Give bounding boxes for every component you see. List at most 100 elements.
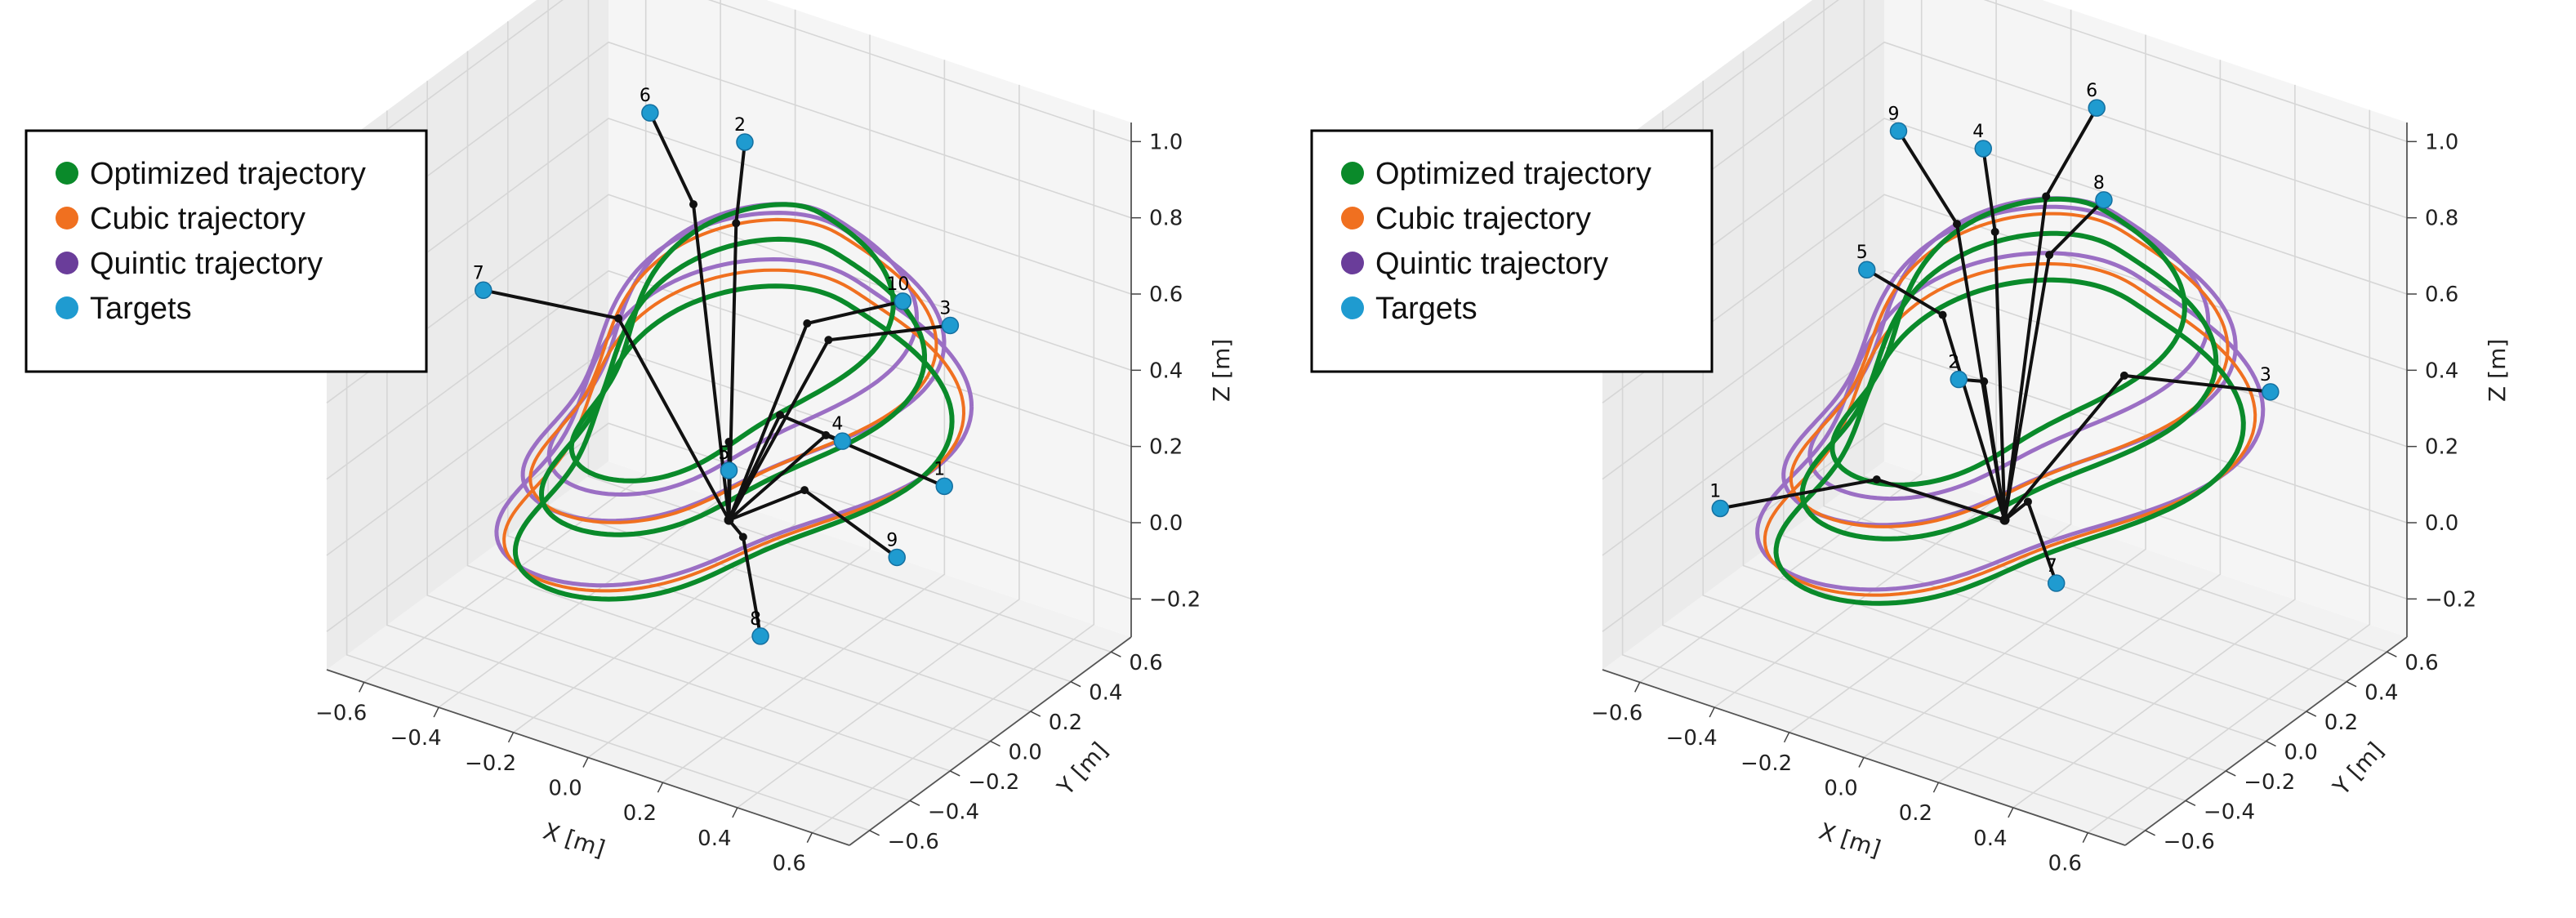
target-point (2095, 191, 2113, 209)
target-point (833, 432, 852, 450)
target-label: 2 (734, 115, 746, 136)
arm-joint (803, 319, 812, 328)
arm-joint (1990, 227, 1999, 236)
x-tick-mark (1932, 782, 1940, 793)
target-label: 5 (1856, 243, 1868, 263)
gridline-z (326, 0, 1132, 175)
x-tick-mark (2008, 807, 2014, 818)
x-tick-label: −0.4 (1666, 726, 1718, 751)
y-tick-label: 0.6 (2404, 651, 2438, 675)
z-tick-label: 0.6 (1149, 283, 1183, 307)
target-point (935, 477, 953, 496)
legend-marker-optimized (1341, 162, 1364, 185)
target-label: 10 (886, 274, 909, 295)
x-axis-label: X [m] (1816, 818, 1884, 862)
y-tick-label: −0.6 (888, 830, 939, 854)
arm-joint (724, 438, 733, 446)
x-tick-label: −0.6 (1591, 701, 1642, 725)
x-tick-label: 0.2 (1899, 801, 1932, 826)
y-tick-mark (909, 800, 920, 807)
arm-joint (1938, 310, 1947, 319)
legend-label-targets: Targets (1375, 292, 1477, 326)
gridline-z (1602, 0, 2408, 175)
target-point (941, 316, 960, 335)
target-point (1889, 122, 1908, 140)
target-label: 2 (1948, 353, 1959, 373)
x-tick-mark (582, 757, 589, 768)
z-tick-label: 0.0 (2425, 511, 2458, 536)
z-tick-label: 0.8 (2425, 207, 2458, 231)
x-tick-mark (433, 706, 439, 718)
target-label: 9 (886, 530, 898, 550)
gridline-z (1602, 422, 2408, 632)
y-tick-label: 0.4 (2364, 681, 2398, 706)
x-tick-label: 0.6 (2048, 852, 2082, 876)
target-label: 9 (1888, 104, 1900, 124)
z-tick-label: 1.0 (2425, 130, 2458, 154)
y-tick-label: −0.4 (2204, 800, 2255, 824)
y-tick-mark (869, 830, 880, 836)
gridline-z (326, 422, 1132, 632)
arm-joint (2023, 497, 2032, 506)
target-point (2262, 383, 2280, 401)
arm-joint (2119, 371, 2128, 380)
z-axis-label: Z [m] (2484, 339, 2511, 402)
y-tick-mark (1111, 651, 1121, 657)
target-label: 3 (939, 298, 951, 319)
legend-label-cubic: Cubic trajectory (90, 202, 305, 236)
y-tick-mark (2145, 830, 2155, 836)
y-tick-mark (949, 770, 960, 777)
target-label: 7 (473, 263, 484, 283)
cubic-trajectory (502, 268, 965, 593)
x-tick-label: 0.2 (623, 801, 657, 826)
arm-joint (614, 314, 623, 323)
arm-joint (2045, 251, 2054, 260)
z-tick-label: 0.6 (2425, 283, 2458, 307)
arm-joint (738, 533, 747, 541)
z-axis-label: Z [m] (1208, 339, 1235, 402)
target-point (751, 627, 769, 645)
x-tick-mark (657, 782, 664, 793)
subplot-left: −0.6 −0.4 −0.2 0.0 0.2 0.4 0.6 −0.6 −0.4 −0.2 0.0 0… (25, 0, 1235, 876)
legend-marker-quintic (1341, 252, 1364, 274)
target-point (1711, 499, 1730, 518)
y-tick-mark (2387, 651, 2397, 657)
x-axis-label: X [m] (540, 818, 608, 862)
legend-label-quintic: Quintic trajectory (1375, 247, 1608, 281)
z-tick-label: 0.4 (2425, 359, 2458, 383)
target-label: 3 (2260, 365, 2271, 385)
x-tick-label: 0.0 (1824, 777, 1857, 801)
z-tick-label: −0.2 (1149, 587, 1201, 612)
y-tick-label: 0.6 (1129, 651, 1162, 675)
y-tick-label: 0.2 (2324, 711, 2358, 735)
y-tick-label: −0.2 (968, 770, 1019, 795)
arm-joint (800, 486, 809, 495)
quintic-trajectory (546, 202, 919, 497)
z-tick-label: 0.0 (1149, 511, 1183, 536)
legend: Optimized trajectory Cubic trajectory Quin… (25, 129, 428, 373)
target-label: 4 (1972, 122, 1984, 142)
x-tick-label: −0.6 (315, 701, 367, 725)
z-tick-label: 0.4 (1149, 359, 1183, 383)
y-tick-label: 0.4 (1089, 681, 1122, 706)
target-point (641, 104, 659, 122)
z-tick-label: 0.2 (2425, 435, 2458, 460)
target-point (2047, 574, 2066, 592)
y-tick-mark (1070, 680, 1081, 688)
x-tick-mark (1709, 706, 1715, 718)
x-tick-mark (732, 807, 738, 818)
legend-box (1310, 129, 1714, 373)
target-point (888, 548, 906, 567)
target-label: 6 (2086, 81, 2097, 101)
x-tick-mark (1858, 757, 1865, 768)
target-label: 4 (831, 414, 843, 434)
x-tick-mark (507, 732, 515, 743)
y-tick-mark (2346, 680, 2357, 688)
optimized-trajectory (539, 236, 927, 537)
arm-joint (776, 411, 785, 420)
x-tick-label: 0.4 (697, 827, 731, 851)
z-tick-label: 0.8 (1149, 207, 1183, 231)
arm-base (724, 515, 734, 525)
y-tick-label: 0.0 (1009, 741, 1042, 765)
